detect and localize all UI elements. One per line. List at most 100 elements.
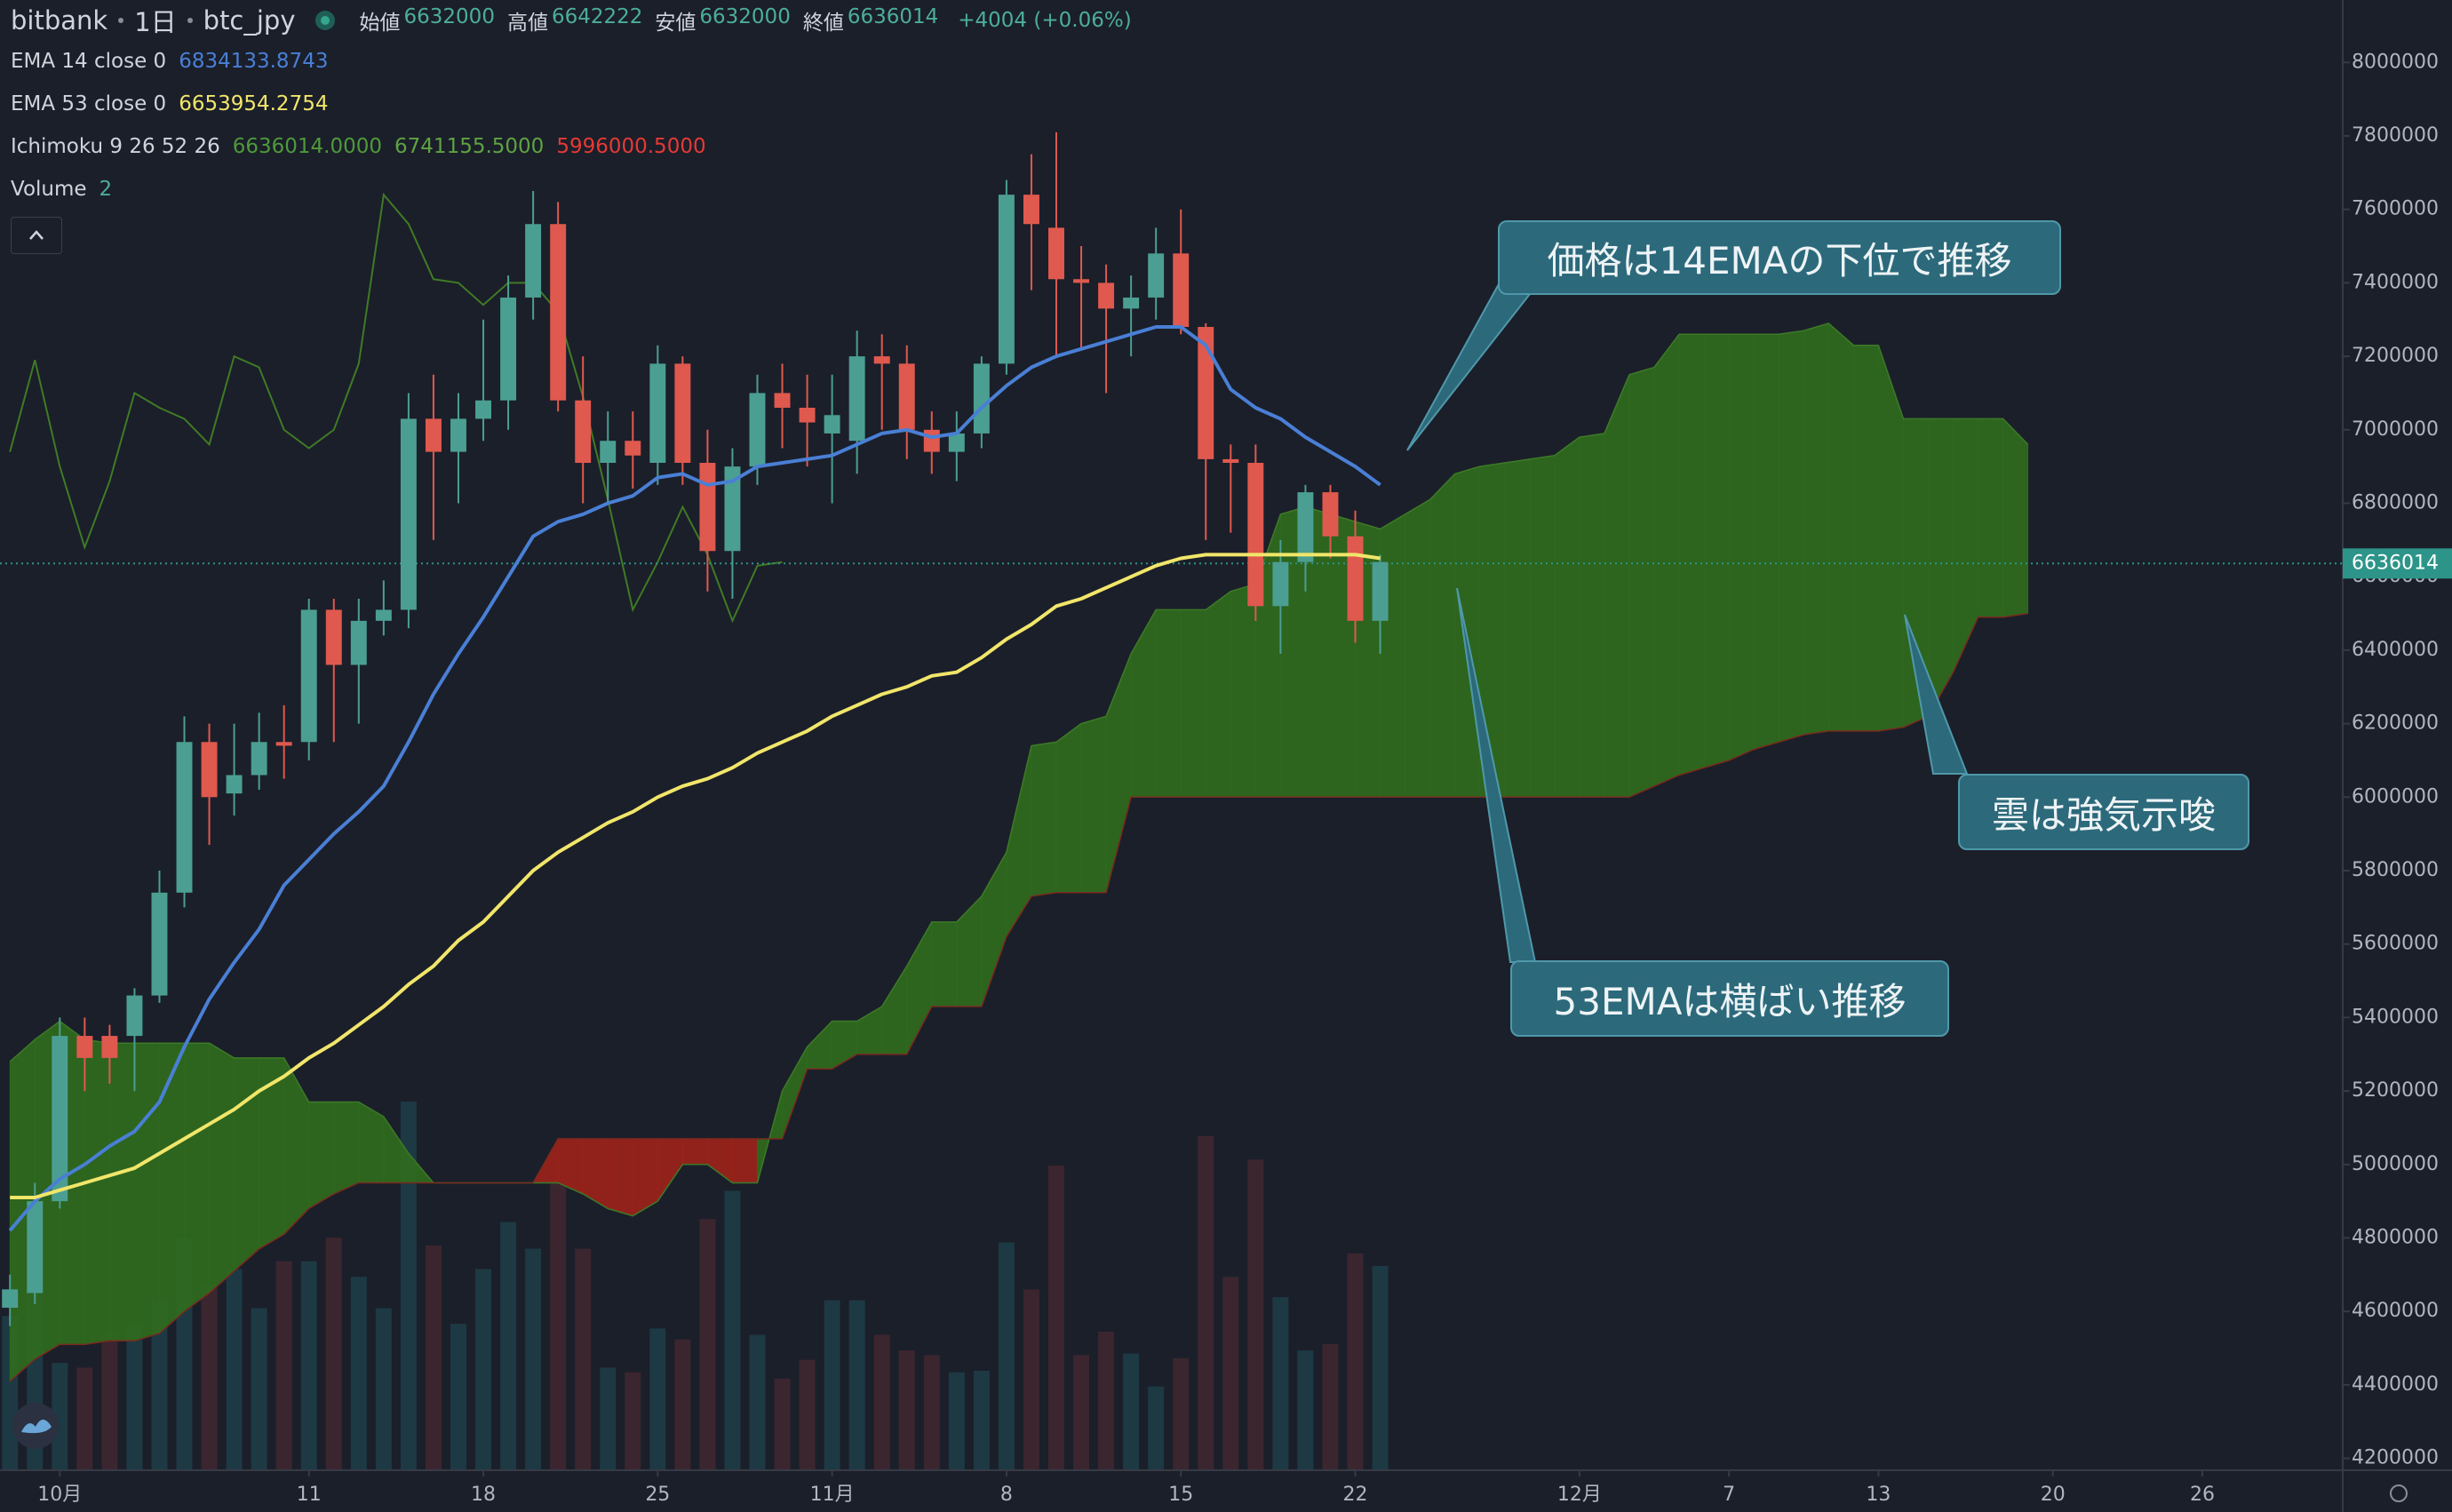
cloud-segment [1928, 418, 1954, 718]
volume-bar [1098, 1331, 1115, 1469]
volume-bar [525, 1248, 542, 1469]
cloud-segment [1230, 583, 1256, 798]
candle-body [575, 400, 592, 464]
cloud-segment [159, 1042, 185, 1334]
indicator-row: EMA 14 close 0 6834133.8743 [11, 50, 328, 73]
y-tick-label: 4800000 [2352, 1226, 2439, 1248]
volume-bar [52, 1363, 68, 1469]
candle-body [525, 224, 542, 298]
indicator-value: 6834133.8743 [179, 50, 329, 73]
y-tick-label: 5400000 [2352, 1006, 2439, 1028]
cloud-segment [931, 921, 958, 1007]
volume-bar [724, 1190, 741, 1469]
candle-body [674, 363, 691, 464]
x-tick-label: 7 [1723, 1484, 1735, 1506]
volume-bar [1023, 1289, 1039, 1469]
candle-body [375, 609, 392, 621]
candle-body [848, 356, 865, 442]
cloud-segment [2002, 418, 2029, 618]
candle-body [600, 441, 617, 464]
indicator-row: Ichimoku 9 26 52 26 6636014.0000 6741155.5… [11, 135, 706, 158]
cloud-segment [184, 1042, 210, 1312]
volume-bar [350, 1277, 367, 1469]
cloud-segment [1405, 498, 1431, 798]
indicator-value: 2 [99, 178, 113, 201]
cloud-segment [1055, 722, 1082, 894]
annotation: 雲は強気示唆 [1958, 774, 2249, 850]
indicator-label: EMA 14 close 0 [11, 50, 167, 73]
separator [118, 18, 124, 23]
candle-body [898, 363, 915, 430]
x-tick-label: 10月 [37, 1484, 82, 1506]
settings-icon[interactable] [2390, 1484, 2408, 1502]
live-indicator [314, 11, 335, 30]
y-tick-label: 5000000 [2352, 1153, 2439, 1175]
candle-body [1023, 195, 1039, 225]
volume-bar [1297, 1350, 1314, 1469]
volume-bar [824, 1300, 840, 1469]
volume-bar [1148, 1386, 1165, 1469]
volume-bar [1272, 1297, 1289, 1469]
cloud-segment [1852, 345, 1879, 732]
volume-bar [325, 1237, 342, 1469]
candle-body [948, 433, 965, 452]
cloud-segment [1031, 741, 1057, 897]
cloud-segment [1554, 436, 1580, 798]
cloud-layer [9, 322, 2029, 1382]
candle-body [824, 415, 840, 434]
volume-bar [600, 1367, 617, 1469]
cloud-segment [333, 1102, 360, 1195]
candle-body [251, 742, 267, 776]
exchange: bitbank [11, 5, 108, 36]
ohlc-label: 安値 [655, 12, 697, 35]
cloud-segment [234, 1057, 260, 1272]
ema-layer [8, 325, 1381, 1232]
cloud-segment [1205, 590, 1231, 798]
cloud-segment [134, 1042, 160, 1341]
volume-bar [275, 1261, 292, 1469]
volume-bar [749, 1334, 766, 1469]
span-b-line [9, 612, 2028, 1382]
candle-body [300, 609, 317, 743]
volume-bar [998, 1242, 1015, 1469]
line-layer [0, 192, 2342, 1382]
cloud-segment [1429, 473, 1456, 798]
cloud-segment [1628, 366, 1655, 798]
cloud-segment [1504, 458, 1531, 798]
x-tick-label: 11月 [810, 1484, 855, 1506]
separator [187, 18, 193, 23]
y-tick-label: 6400000 [2352, 639, 2439, 661]
candle-body [699, 463, 716, 552]
indicator-row: EMA 53 close 0 6653954.2754 [11, 92, 328, 115]
cloud-segment [1978, 418, 2004, 618]
volume-bar [226, 1269, 243, 1469]
candle-body [325, 609, 342, 665]
candle-body [126, 995, 143, 1037]
volume-bar [76, 1367, 93, 1469]
cloud-segment [84, 1039, 110, 1345]
candle-body [1247, 463, 1264, 607]
collapse-button[interactable] [11, 217, 62, 254]
volume-bar [973, 1371, 990, 1469]
indicator-value: 6636014.0000 [232, 135, 383, 158]
cloud-segment [607, 1138, 633, 1217]
y-tick-label: 6200000 [2352, 712, 2439, 735]
y-tick-label: 7800000 [2352, 124, 2439, 147]
x-tick-label: 20 [2041, 1484, 2066, 1506]
cloud-segment [1827, 322, 1854, 732]
cloud-segment [1579, 433, 1605, 798]
cloud-segment [1803, 322, 1829, 736]
y-tick-label: 8000000 [2352, 51, 2439, 73]
y-tick-label: 7600000 [2352, 198, 2439, 220]
volume-bar [575, 1248, 592, 1469]
y-tick-label: 5600000 [2352, 933, 2439, 955]
volume-bar [1198, 1135, 1214, 1469]
callout-pointer [1904, 614, 1969, 775]
candle-body [1148, 253, 1165, 298]
indicator-label: Volume [11, 178, 87, 201]
volume-bar [300, 1261, 317, 1469]
candle-body [1198, 327, 1214, 459]
cloud-segment [1529, 455, 1556, 798]
